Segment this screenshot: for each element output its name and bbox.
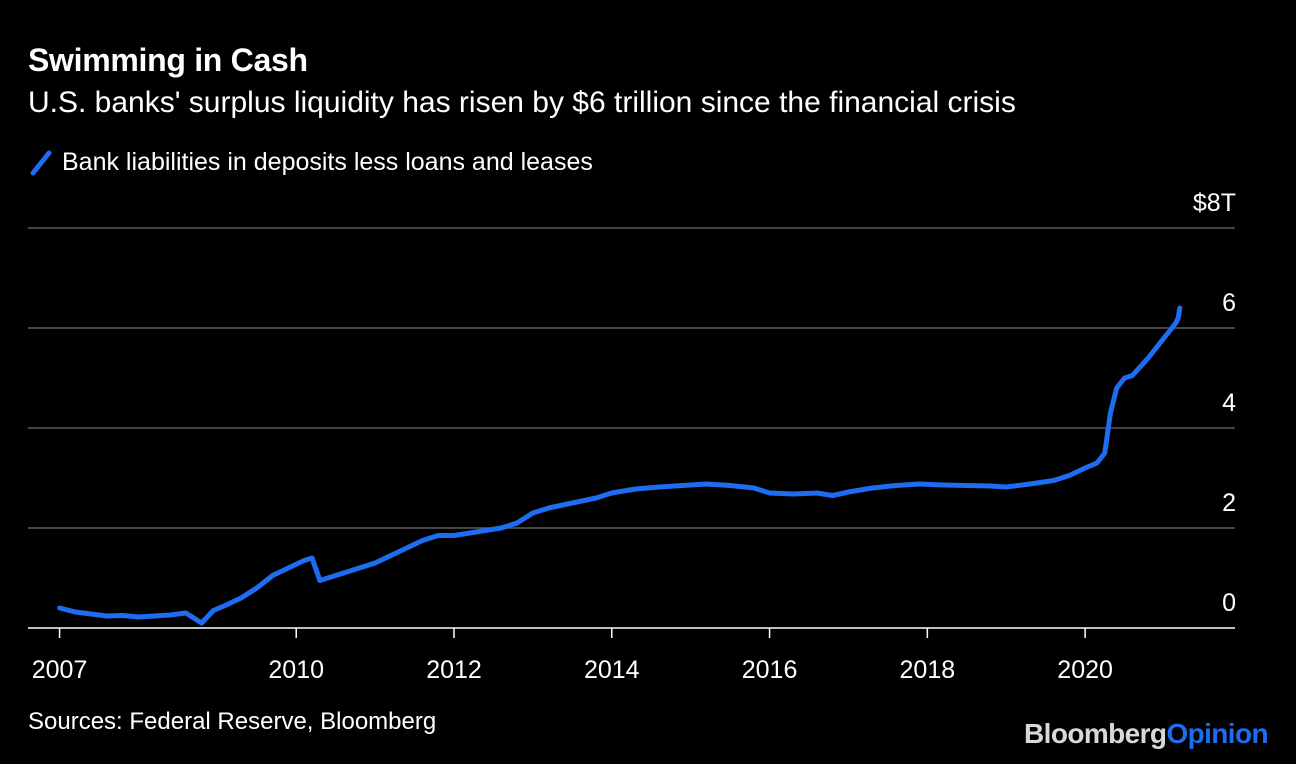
y-tick-label: $8T	[1193, 189, 1236, 217]
source-note: Sources: Federal Reserve, Bloomberg	[28, 708, 437, 735]
x-tick-label: 2018	[900, 656, 956, 684]
y-tick-label: 2	[1222, 489, 1236, 517]
x-tick-label: 2010	[268, 656, 324, 684]
x-axis-ticks: 2007 2010 2012 2014 2016 2018 2020	[32, 628, 1113, 684]
legend-label: Bank liabilities in deposits less loans …	[62, 148, 593, 176]
chart-subtitle: U.S. banks' surplus liquidity has risen …	[28, 86, 1016, 119]
y-axis-ticks: 0 2 4 6 $8T	[1193, 189, 1236, 617]
x-tick-label: 2016	[742, 656, 798, 684]
series-group	[57, 305, 1183, 626]
y-tick-label: 6	[1222, 289, 1236, 317]
legend: Bank liabilities in deposits less loans …	[30, 148, 593, 177]
legend-swatch-icon	[30, 150, 52, 175]
series-line	[57, 305, 1183, 626]
brand-opinion: Opinion	[1166, 718, 1268, 749]
x-tick-label: 2012	[426, 656, 482, 684]
y-tick-label: 4	[1222, 389, 1236, 417]
y-tick-label: 0	[1222, 589, 1236, 617]
x-tick-label: 2020	[1057, 656, 1113, 684]
x-tick-label: 2007	[32, 656, 88, 684]
brand-logo: BloombergOpinion	[1024, 718, 1269, 750]
brand-bloomberg: Bloomberg	[1024, 718, 1167, 749]
chart-title: Swimming in Cash	[28, 42, 308, 78]
x-tick-label: 2014	[584, 656, 640, 684]
gridlines	[28, 227, 1235, 629]
